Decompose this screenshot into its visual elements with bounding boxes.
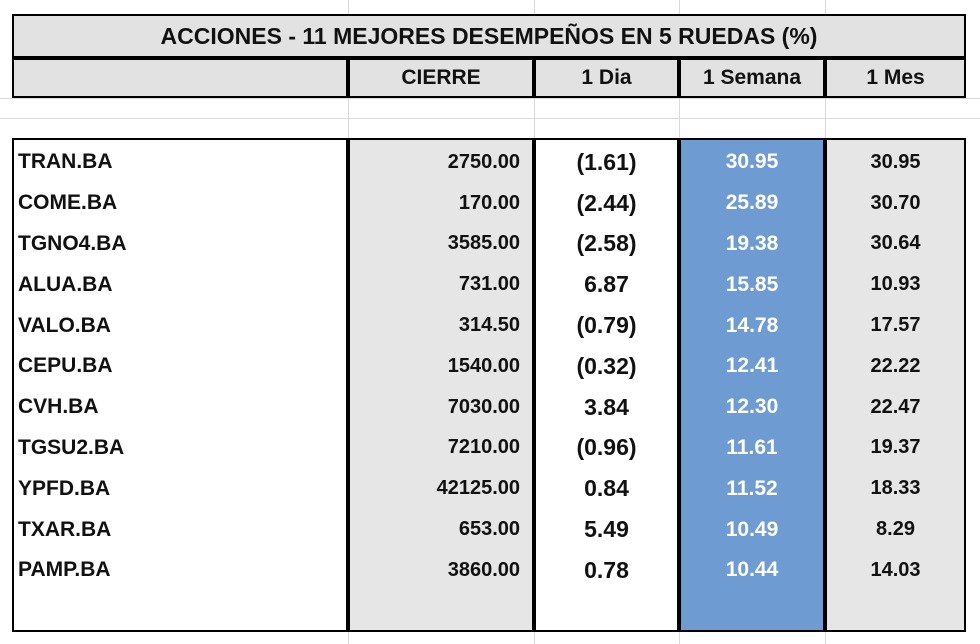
cell-dia: (0.32) [576,352,637,379]
gridline [0,118,980,119]
cell-dia: 3.84 [584,393,629,420]
cell-cierre: 3585.00 [447,232,520,255]
cell-cierre: 170.00 [458,191,520,214]
cell-dia: 6.87 [584,271,629,298]
cell-mes: 14.03 [870,558,921,581]
cell-semana: 19.38 [725,231,779,255]
cell-mes: 19.37 [870,436,921,459]
cell-semana: 12.30 [725,395,779,419]
cell-mes: 8.29 [876,518,915,541]
cell-semana: 15.85 [725,272,779,296]
cell-semana: 11.52 [726,476,778,500]
cell-ticker: VALO.BA [18,313,111,337]
cell-dia: 5.49 [584,516,629,543]
table-row: TGNO4.BA 3585.00 (2.58) 19.38 30.64 [0,224,980,265]
cell-dia: (0.79) [576,312,637,339]
cell-cierre: 1540.00 [447,354,520,377]
cell-cierre: 3860.00 [447,558,520,581]
column-mes [825,138,966,632]
cell-dia: (0.96) [576,434,637,461]
table-row: CEPU.BA 1540.00 (0.32) 12.41 22.22 [0,346,980,387]
table-row: TRAN.BA 2750.00 (1.61) 30.95 30.95 [0,142,980,183]
cell-cierre: 7210.00 [447,436,520,459]
gridline [0,98,980,99]
header-name [12,58,348,98]
cell-cierre: 42125.00 [436,477,520,500]
cell-semana: 10.44 [725,558,779,582]
cell-ticker: CEPU.BA [18,354,113,378]
cell-mes: 18.33 [870,477,921,500]
table-row: YPFD.BA 42125.00 0.84 11.52 18.33 [0,468,980,509]
cell-mes: 10.93 [870,273,921,296]
cell-ticker: COME.BA [18,191,118,215]
cell-mes: 30.95 [870,150,921,173]
cell-ticker: TXAR.BA [18,517,112,541]
cell-semana: 14.78 [725,313,779,337]
column-cierre [348,138,534,632]
cell-semana: 12.41 [725,354,779,378]
cell-mes: 17.57 [870,314,921,337]
cell-ticker: TRAN.BA [18,150,113,174]
cell-mes: 30.70 [870,191,921,214]
table-row: PAMP.BA 3860.00 0.78 10.44 14.03 [0,550,980,591]
cell-semana: 10.49 [725,517,779,541]
cell-semana: 30.95 [725,150,779,174]
cell-ticker: YPFD.BA [18,476,111,500]
header-dia: 1 Dia [534,58,679,98]
cell-cierre: 7030.00 [447,395,520,418]
table-row: CVH.BA 7030.00 3.84 12.30 22.47 [0,387,980,428]
cell-ticker: CVH.BA [18,395,99,419]
header-mes: 1 Mes [825,58,966,98]
cell-dia: (1.61) [576,148,637,175]
table-row: TXAR.BA 653.00 5.49 10.49 8.29 [0,509,980,550]
table-row: TGSU2.BA 7210.00 (0.96) 11.61 19.37 [0,428,980,469]
cell-dia: (2.44) [576,189,637,216]
cell-dia: (2.58) [576,230,637,257]
cell-cierre: 731.00 [458,273,520,296]
cell-ticker: TGSU2.BA [18,435,125,459]
cell-semana: 11.61 [726,435,778,459]
table-row: COME.BA 170.00 (2.44) 25.89 30.70 [0,183,980,224]
cell-semana: 25.89 [725,191,779,215]
column-dia [534,138,679,632]
table-title: ACCIONES - 11 MEJORES DESEMPEÑOS EN 5 RU… [12,14,966,58]
cell-cierre: 314.50 [458,314,520,337]
cell-ticker: PAMP.BA [18,558,111,582]
column-semana-highlight [679,138,825,632]
cell-cierre: 2750.00 [447,150,520,173]
table-row: VALO.BA 314.50 (0.79) 14.78 17.57 [0,305,980,346]
table-row: ALUA.BA 731.00 6.87 15.85 10.93 [0,264,980,305]
cell-cierre: 653.00 [458,518,520,541]
cell-ticker: ALUA.BA [18,272,113,296]
header-cierre: CIERRE [348,58,534,98]
cell-ticker: TGNO4.BA [18,231,127,255]
header-semana: 1 Semana [679,58,825,98]
cell-mes: 22.22 [870,354,921,377]
cell-dia: 0.78 [584,556,629,583]
cell-dia: 0.84 [584,475,629,502]
column-ticker [12,138,348,632]
cell-mes: 30.64 [870,232,921,255]
cell-mes: 22.47 [870,395,921,418]
